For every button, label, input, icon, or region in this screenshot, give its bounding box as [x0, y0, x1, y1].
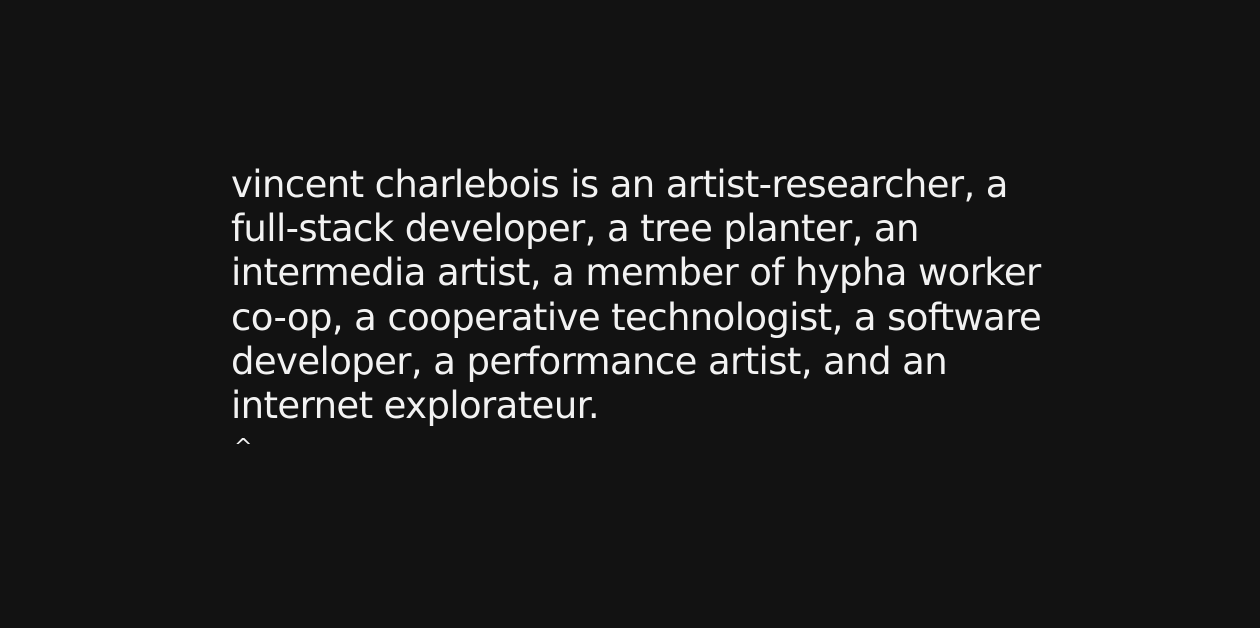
bio-line-2: full-stack developer, a tree planter, an — [231, 207, 919, 251]
bio-line-3: intermedia artist, a member of hypha wor… — [231, 251, 1041, 295]
bio-paragraph: vincent charlebois is an artist-research… — [231, 163, 1051, 428]
bio-line-6: internet explorateur. — [231, 384, 600, 428]
bio-line-1: vincent charlebois is an artist-research… — [231, 163, 1008, 206]
bio-line-5: developer, a performance artist, and an — [231, 339, 948, 383]
bio-line-4: co-op, a cooperative technologist, a sof… — [231, 295, 1042, 339]
caret-up-icon[interactable]: ^ — [234, 435, 253, 460]
